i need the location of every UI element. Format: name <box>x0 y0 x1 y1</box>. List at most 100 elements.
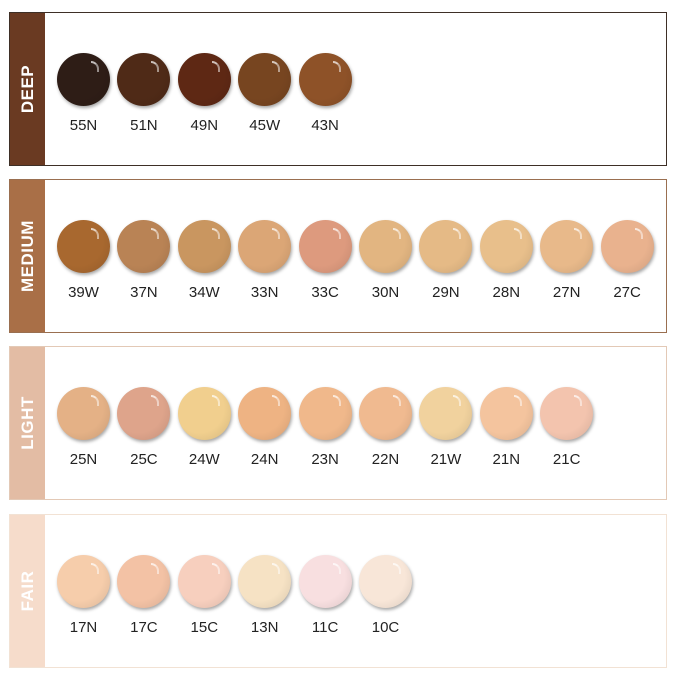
shade-label: 43N <box>311 117 339 134</box>
shade-swatch[interactable]: 15C <box>177 555 231 636</box>
shade-swatch[interactable]: 25N <box>57 387 110 468</box>
swatch-circle <box>117 53 171 106</box>
shade-swatch[interactable]: 49N <box>177 53 231 134</box>
shade-label: 34W <box>188 284 220 301</box>
shade-swatch[interactable]: 39W <box>57 220 110 301</box>
shade-swatch[interactable]: 34W <box>177 220 231 301</box>
shade-label: 28N <box>492 284 521 301</box>
shade-group-deep: DEEP 55N 51N 49N 45W 43N <box>9 12 667 166</box>
group-label-bar: DEEP <box>10 13 45 165</box>
swatch-circle <box>238 220 292 273</box>
shade-label: 23N <box>311 451 339 468</box>
shade-label: 13N <box>250 619 279 636</box>
shade-label: 10C <box>371 619 400 636</box>
shade-swatch[interactable]: 24W <box>177 387 231 468</box>
swatch-circle <box>238 53 292 106</box>
swatch-circle <box>238 555 292 608</box>
shade-group-light: LIGHT 25N 25C 24W 24N 23N 22N 21W 21N 21C <box>9 346 667 500</box>
shade-label: 37N <box>130 284 158 301</box>
swatch-circle <box>298 53 352 106</box>
shade-swatch[interactable]: 25C <box>117 387 171 468</box>
shade-label: 22N <box>371 451 400 468</box>
shade-swatch[interactable]: 10C <box>359 555 412 636</box>
group-label: DEEP <box>17 64 37 114</box>
shade-label: 21W <box>430 451 462 468</box>
shade-swatch[interactable]: 21W <box>419 387 473 468</box>
swatch-circle <box>600 220 654 273</box>
shade-label: 25N <box>69 451 98 468</box>
swatch-circle <box>298 387 352 440</box>
swatch-circle <box>419 220 473 273</box>
shade-swatch[interactable]: 27C <box>600 220 654 301</box>
shade-swatch[interactable]: 28N <box>479 220 533 301</box>
shade-swatch[interactable]: 43N <box>298 53 352 134</box>
shade-swatch[interactable]: 33C <box>298 220 352 301</box>
shade-label: 24N <box>250 451 279 468</box>
shade-swatch[interactable]: 55N <box>57 53 110 134</box>
swatch-circle <box>479 220 533 273</box>
shade-swatch[interactable]: 27N <box>540 220 594 301</box>
shade-label: 51N <box>130 117 158 134</box>
shade-swatch[interactable]: 17N <box>57 555 110 636</box>
swatch-circle <box>117 387 171 440</box>
group-label-bar: LIGHT <box>10 347 45 499</box>
shade-label: 33N <box>250 284 279 301</box>
swatch-circle <box>540 387 594 440</box>
swatch-circle <box>57 555 110 608</box>
shade-swatch[interactable]: 22N <box>359 387 412 468</box>
swatch-circle <box>298 555 352 608</box>
swatch-circle <box>359 220 412 273</box>
swatch-circle <box>359 387 412 440</box>
shade-swatch[interactable]: 21C <box>540 387 594 468</box>
shade-swatch[interactable]: 30N <box>359 220 412 301</box>
swatch-circle <box>419 387 473 440</box>
shade-swatch[interactable]: 45W <box>238 53 292 134</box>
shade-swatch[interactable]: 21N <box>479 387 533 468</box>
shade-swatch[interactable]: 13N <box>238 555 292 636</box>
swatch-circle <box>177 220 231 273</box>
shade-label: 45W <box>249 117 281 134</box>
group-label: MEDIUM <box>17 220 37 292</box>
swatch-circle <box>117 555 171 608</box>
swatch-circle <box>540 220 594 273</box>
swatch-circle <box>177 387 231 440</box>
shade-label: 49N <box>190 117 219 134</box>
shade-label: 55N <box>69 117 98 134</box>
swatch-circle <box>57 220 110 273</box>
swatch-circle <box>177 53 231 106</box>
shade-label: 15C <box>190 619 219 636</box>
shade-swatch[interactable]: 11C <box>298 555 352 636</box>
shade-swatch[interactable]: 33N <box>238 220 292 301</box>
group-label-bar: FAIR <box>10 515 45 667</box>
shade-label: 33C <box>311 284 339 301</box>
shade-label: 27N <box>552 284 581 301</box>
shade-swatch[interactable]: 17C <box>117 555 171 636</box>
shade-swatch[interactable]: 29N <box>419 220 473 301</box>
swatch-circle <box>177 555 231 608</box>
shade-label: 17N <box>69 619 98 636</box>
shade-swatch[interactable]: 51N <box>117 53 171 134</box>
swatch-circle <box>238 387 292 440</box>
swatch-circle <box>479 387 533 440</box>
shade-label: 27C <box>613 284 641 301</box>
shade-label: 21C <box>552 451 581 468</box>
shade-swatch[interactable]: 37N <box>117 220 171 301</box>
shade-label: 30N <box>371 284 400 301</box>
group-label: LIGHT <box>17 396 37 450</box>
group-label-bar: MEDIUM <box>10 180 45 332</box>
shade-label: 24W <box>188 451 220 468</box>
shade-swatch[interactable]: 24N <box>238 387 292 468</box>
shade-label: 17C <box>130 619 158 636</box>
shade-group-fair: FAIR 17N 17C 15C 13N 11C 10C <box>9 514 667 668</box>
shade-label: 29N <box>432 284 460 301</box>
shade-label: 11C <box>311 619 339 636</box>
shade-label: 25C <box>130 451 158 468</box>
shade-label: 21N <box>492 451 521 468</box>
swatch-circle <box>57 387 110 440</box>
shade-swatch[interactable]: 23N <box>298 387 352 468</box>
shade-group-medium: MEDIUM 39W 37N 34W 33N 33C 30N 29N 28N 27N 27C <box>9 179 667 333</box>
swatch-circle <box>298 220 352 273</box>
swatch-circle <box>359 555 412 608</box>
swatch-circle <box>57 53 110 106</box>
group-label: FAIR <box>17 570 37 612</box>
